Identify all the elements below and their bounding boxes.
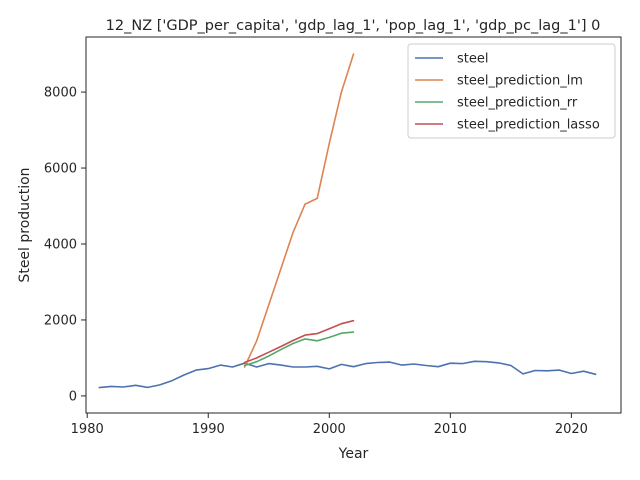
legend-label: steel_prediction_lm xyxy=(457,74,583,89)
x-tick-label: 2020 xyxy=(555,422,588,437)
legend: steel steel_prediction_lm steel_prediction… xyxy=(407,43,616,139)
y-tick-label: 2000 xyxy=(44,313,77,328)
legend-box xyxy=(407,43,616,139)
x-tick-label: 2010 xyxy=(434,422,467,437)
y-axis-ticks: 0 2000 4000 6000 8000 xyxy=(44,86,86,404)
legend-label: steel_prediction_rr xyxy=(457,96,578,111)
legend-label: steel_prediction_lasso xyxy=(457,118,600,133)
plot-frame xyxy=(85,36,622,414)
x-tick-label: 2000 xyxy=(313,422,346,437)
chart-title: 12_NZ ['GDP_per_capita', 'gdp_lag_1', 'p… xyxy=(106,18,601,34)
x-axis-label: Year xyxy=(338,446,369,462)
legend-label: steel xyxy=(457,52,488,67)
x-axis-ticks: 1980 1990 2000 2010 2020 xyxy=(71,413,588,437)
y-tick-label: 8000 xyxy=(44,86,77,101)
series-line-steel-prediction-rr xyxy=(243,331,355,367)
y-tick-label: 0 xyxy=(69,389,77,404)
y-tick-label: 4000 xyxy=(44,237,77,252)
series-line-steel-prediction-lasso xyxy=(243,319,355,364)
series-line-steel-prediction-lm xyxy=(243,53,355,368)
y-axis-label: Steel production xyxy=(17,167,33,282)
series-lines xyxy=(98,53,597,389)
x-tick-label: 1980 xyxy=(71,422,104,437)
series-line-steel xyxy=(98,360,597,389)
y-tick-label: 6000 xyxy=(44,162,77,177)
x-tick-label: 1990 xyxy=(192,422,225,437)
